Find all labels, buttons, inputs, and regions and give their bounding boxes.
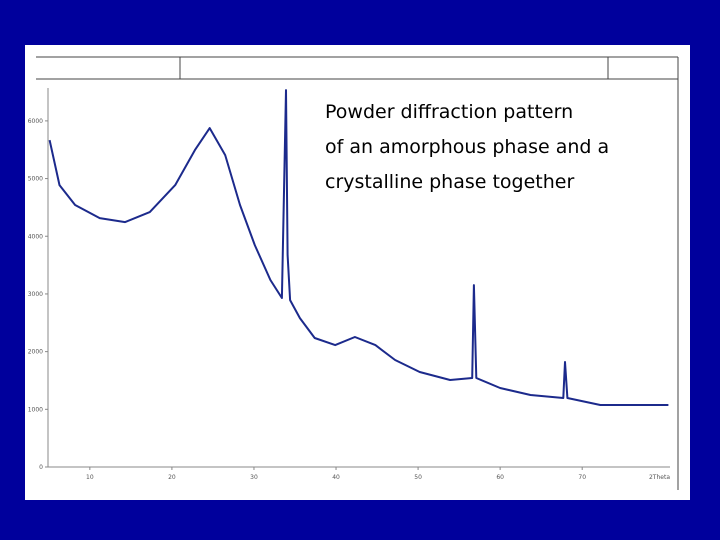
y-tick-label: 4000 [28,233,43,240]
x-tick-label: 70 [578,474,586,481]
y-tick-label: 0 [39,464,43,471]
y-tick-label: 6000 [28,118,43,125]
x-tick-label: 20 [168,474,176,481]
spectrum-line [48,89,669,406]
annotation: Powder diffraction pattern [325,101,573,123]
annotation: crystalline phase together [325,171,574,193]
x-tick-label: 40 [332,474,340,481]
y-tick-label: 3000 [28,291,43,298]
y-tick-label: 1000 [28,406,43,413]
plot: 0 1000 2000 3000 4000 5000 6000 10 20 30 40 50 60 70 2… [28,88,670,481]
y-tick-label: 2000 [28,349,43,356]
annotation: of an amorphous phase and a [325,136,609,158]
y-tick-label: 5000 [28,176,43,183]
x-tick-label: 60 [496,474,504,481]
x-tick-label: 30 [250,474,258,481]
x-tick-label: 50 [414,474,422,481]
panel [25,45,690,500]
x-axis-label: 2Theta [649,474,670,481]
x-tick-label: 10 [86,474,94,481]
